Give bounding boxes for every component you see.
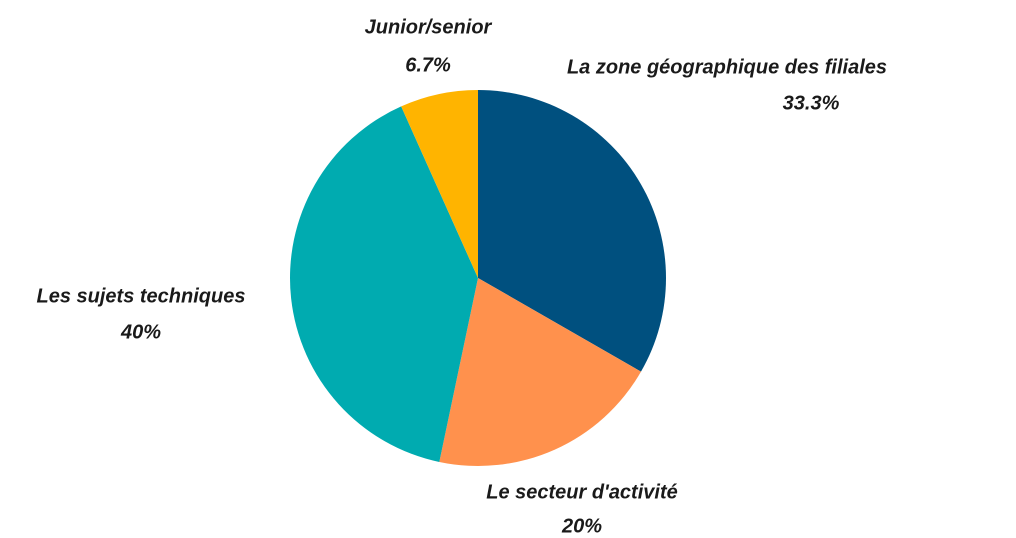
pie-slice xyxy=(439,278,642,466)
slice-label: La zone géographique des filiales xyxy=(567,56,887,78)
slice-value: 6.7% xyxy=(405,54,451,76)
pie-slice xyxy=(401,90,478,278)
slice-value: 40% xyxy=(120,321,161,343)
slice-label: Junior/senior xyxy=(365,16,493,38)
slice-label: Le secteur d'activité xyxy=(486,481,678,503)
pie-slice xyxy=(478,90,666,372)
slice-value: 20% xyxy=(561,515,602,537)
slice-label: Les sujets techniques xyxy=(37,285,246,307)
pie-slice xyxy=(289,106,478,462)
slice-value: 33.3% xyxy=(783,92,840,114)
